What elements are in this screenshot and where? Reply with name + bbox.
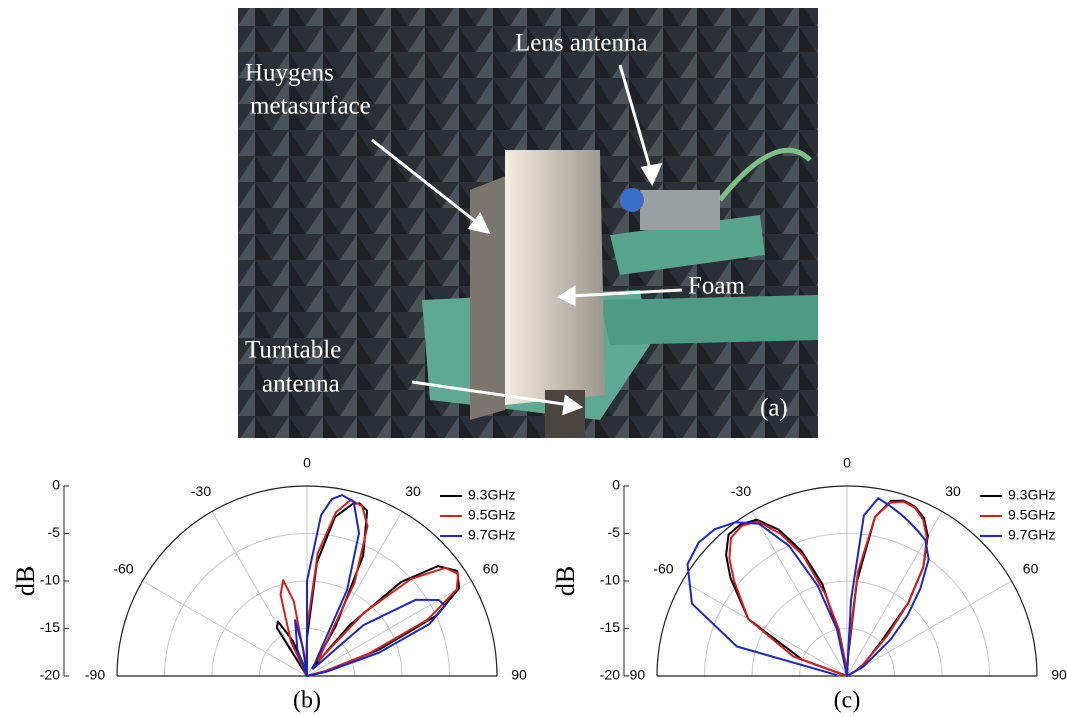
legend-label: 9.3GHz (468, 487, 515, 503)
r-tick-label: 0 (52, 477, 60, 493)
label-huygens-1: Huygens (245, 60, 334, 87)
panel-label-a: (a) (760, 395, 788, 422)
r-tick-label: -10 (600, 572, 620, 588)
r-tick-label: -5 (48, 524, 61, 540)
r-tick-label: -15 (40, 619, 60, 635)
label-turntable-1: Turntable (245, 337, 341, 364)
r-tick-label: -10 (40, 572, 60, 588)
theta-tick-label: 60 (483, 561, 499, 577)
figure: Lens antenna Huygens metasurface Foam Tu… (0, 0, 1067, 717)
metasurface-panel (470, 175, 508, 420)
legend-label: 9.7GHz (468, 527, 515, 543)
theta-tick-label: 30 (945, 483, 961, 499)
r-tick-label: -15 (600, 619, 620, 635)
r-tick-label: 0 (612, 477, 620, 493)
r-tick-label: -20 (600, 667, 620, 683)
theta-tick-label: 0 (843, 455, 851, 471)
panel-label: (b) (293, 688, 321, 714)
grid-spoke (752, 511, 847, 676)
lens (620, 188, 644, 212)
theta-tick-label: 90 (511, 667, 527, 683)
label-turntable-2: antenna (262, 371, 340, 398)
legend-label: 9.5GHz (1008, 507, 1055, 523)
theta-tick-label: 30 (405, 483, 421, 499)
r-tick-label: -5 (608, 524, 621, 540)
theta-tick-label: -60 (653, 561, 673, 577)
grid-spoke (212, 511, 307, 676)
foam-platform (600, 295, 818, 345)
y-axis-label: dB (11, 566, 40, 596)
foam-block (505, 150, 605, 405)
lens-antenna-body (640, 190, 720, 230)
label-huygens-2: metasurface (250, 93, 371, 120)
grid-spoke (847, 581, 1012, 676)
legend-label: 9.5GHz (468, 507, 515, 523)
legend-label: 9.7GHz (1008, 527, 1055, 543)
theta-tick-label: 90 (1051, 667, 1067, 683)
legend-label: 9.3GHz (1008, 487, 1055, 503)
theta-tick-label: 0 (303, 455, 311, 471)
theta-tick-label: -30 (191, 483, 211, 499)
y-axis-label: dB (551, 566, 580, 596)
label-foam: Foam (688, 273, 746, 300)
pattern-line (295, 495, 445, 676)
r-tick-label: -20 (40, 667, 60, 683)
theta-tick-label: -90 (85, 667, 105, 683)
panel-label: (c) (834, 688, 861, 714)
label-lens: Lens antenna (515, 30, 648, 57)
theta-tick-label: -30 (731, 483, 751, 499)
theta-tick-label: -90 (625, 667, 645, 683)
theta-tick-label: 60 (1023, 561, 1039, 577)
theta-tick-label: -60 (113, 561, 133, 577)
